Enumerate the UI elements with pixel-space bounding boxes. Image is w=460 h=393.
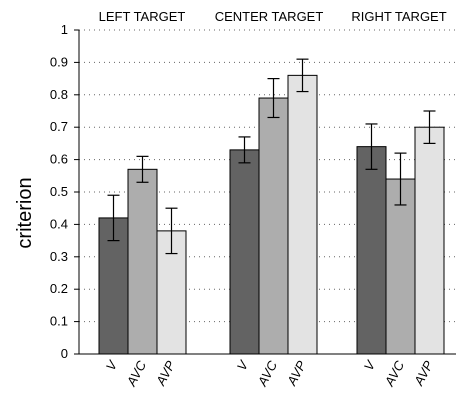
y-tick-label: 0.4: [50, 216, 68, 231]
group-labels: LEFT TARGET CENTER TARGET RIGHT TARGET: [99, 9, 447, 24]
group-label-1: LEFT TARGET: [99, 9, 186, 24]
group-label-2: CENTER TARGET: [215, 9, 324, 24]
y-tick-label: 0.8: [50, 87, 68, 102]
y-tick-label: 1: [61, 22, 68, 37]
condition-label-avp: AVP: [411, 358, 437, 389]
bar-v-2: [229, 149, 260, 355]
group-label-3: RIGHT TARGET: [351, 9, 446, 24]
bar-avc-1: [127, 168, 158, 355]
axes: [78, 30, 456, 355]
y-tick-label: 0.1: [50, 314, 68, 329]
y-tick-labels: 0 0.1 0.2 0.3 0.4 0.5 0.6 0.7 0.8 0.9 1: [50, 22, 68, 361]
bar-avp-2: [287, 74, 318, 355]
condition-label-avp: AVP: [284, 358, 310, 389]
bar-v-3: [356, 146, 387, 355]
y-tick-label: 0: [61, 346, 68, 361]
y-tick-label: 0.6: [50, 152, 68, 167]
condition-label-avp: AVP: [153, 358, 179, 389]
condition-label-v: V: [234, 357, 252, 373]
y-tick-label: 0.2: [50, 281, 68, 296]
y-tick-label: 0.3: [50, 249, 68, 264]
error-bars: [107, 58, 436, 255]
bar-avc-2: [258, 97, 289, 355]
grid-lines: [74, 29, 456, 355]
condition-label-v: V: [103, 357, 121, 373]
y-tick-label: 0.5: [50, 184, 68, 199]
condition-label-avc: AVC: [381, 358, 407, 389]
condition-label-v: V: [361, 357, 379, 373]
condition-labels: V AVC AVP V AVC AVP V AVC AVP: [103, 357, 436, 389]
condition-label-avc: AVC: [123, 358, 149, 389]
bar-avp-3: [414, 126, 445, 355]
y-tick-label: 0.9: [50, 54, 68, 69]
y-axis-title: criterion: [14, 177, 36, 248]
condition-label-avc: AVC: [254, 358, 280, 389]
bars: [98, 74, 445, 355]
y-tick-label: 0.7: [50, 119, 68, 134]
